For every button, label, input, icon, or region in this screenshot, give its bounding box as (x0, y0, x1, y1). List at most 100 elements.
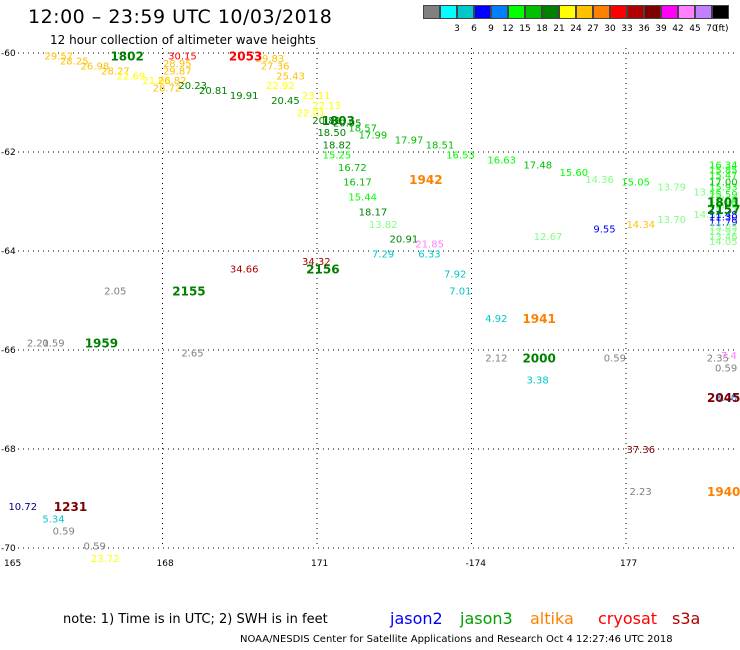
wave-height-label: 34.32 (302, 257, 331, 268)
wave-height-label: 13.05 (709, 222, 738, 233)
wave-height-label: 4.92 (485, 314, 507, 325)
wave-height-label: 11.48 (709, 210, 738, 221)
wave-height-label: 11.79 (709, 217, 738, 228)
y-tick-label: -64 (1, 247, 16, 257)
scale-swatch (457, 5, 474, 19)
wave-height-label: 12.67 (534, 232, 563, 243)
scale-label: 27 (587, 24, 599, 34)
wave-height-label: 14.37 (709, 205, 738, 216)
wave-height-label: 30.15 (168, 51, 197, 62)
axis-ticks: 165 168 171 -174 177 -60 -62 -64 -66 -68 -70 (1, 49, 637, 569)
scale-swatch (508, 5, 525, 19)
pass-time-label: 2156 (306, 262, 339, 276)
x-tick-label: -174 (466, 559, 487, 569)
wave-height-label: 20.95 (333, 118, 362, 129)
wave-height-label: 28.27 (101, 66, 130, 77)
wave-height-label: 6.33 (418, 249, 440, 260)
scale-label: 70 (706, 24, 718, 34)
wave-height-label: 13.45 (693, 188, 722, 199)
wave-height-label: 25.43 (276, 71, 305, 82)
scale-label: 24 (570, 24, 582, 34)
wave-height-label: 34.66 (230, 264, 259, 275)
wave-height-label: 17.48 (523, 160, 552, 171)
wave-height-label: 15.85 (709, 165, 738, 176)
wave-height-label: 22.69 (117, 71, 146, 82)
pass-time-label: 1231 (54, 500, 87, 514)
scale-swatch (423, 5, 440, 19)
wave-height-label: 20.81 (312, 116, 341, 127)
wave-height-label: 13.46 (709, 232, 738, 243)
pass-time-label: 1940 (707, 485, 740, 499)
wave-height-label: 15.44 (348, 193, 377, 204)
scale-label: 33 (621, 24, 633, 34)
map-subtitle: 12 hour collection of altimeter wave hei… (50, 33, 316, 47)
wave-height-label: 13.82 (369, 220, 398, 231)
wave-height-label: 29.57 (45, 51, 74, 62)
wave-height-label: 13.79 (657, 183, 686, 194)
wave-height-label: 20.23 (178, 81, 207, 92)
wave-height-label: 21.85 (415, 240, 444, 251)
wave-height-label: 0.59 (715, 363, 737, 374)
wave-height-label: 3.38 (526, 376, 548, 387)
wave-height-label: 7.29 (372, 249, 394, 260)
wave-height-label: 0.59 (53, 527, 75, 538)
wave-height-label: 17.99 (359, 131, 388, 142)
wave-height-label: 20.45 (271, 96, 300, 107)
pass-time-label: 1942 (409, 173, 442, 187)
wave-height-label: 28.95 (163, 59, 192, 70)
wave-height-label: 16.17 (343, 178, 372, 189)
wave-height-labels: 29.5728.2526.9828.2722.6921.6228.7226.82… (8, 49, 740, 564)
wave-height-label: 15.25 (323, 150, 352, 161)
wave-height-label: 18.50 (317, 128, 346, 139)
scale-swatch (593, 5, 610, 19)
pass-time-label: 2045 (707, 391, 740, 405)
map-title: 12:00 – 23:59 UTC 10/03/2018 (28, 6, 333, 28)
scale-swatch (491, 5, 508, 19)
scale-unit: (ft) (715, 24, 729, 34)
wave-height-label: 10.72 (8, 502, 37, 513)
wave-height-label: 18.17 (359, 207, 388, 218)
wave-height-label: 2.12 (485, 353, 507, 364)
wave-height-label: 2.21 (27, 339, 49, 350)
pass-time-label: 1959 (85, 337, 118, 351)
wave-height-label: 7.92 (444, 269, 466, 280)
pass-time-label: 1801 (707, 196, 740, 210)
wave-height-label: 13.70 (657, 215, 686, 226)
scale-swatch (576, 5, 593, 19)
wave-height-label: 18.51 (426, 141, 455, 152)
scale-label: 21 (553, 24, 565, 34)
wave-height-label: 2.65 (181, 348, 203, 359)
wave-height-label: 15.05 (621, 178, 650, 189)
pass-time-label: 1941 (522, 312, 555, 326)
wave-height-label: 15.59 (709, 190, 738, 201)
wave-height-label: 23.11 (302, 91, 331, 102)
wave-height-label: 11.30 (709, 212, 738, 223)
wave-height-label: 19.91 (230, 91, 259, 102)
wave-height-label: 20.91 (390, 235, 419, 246)
scale-swatch (661, 5, 678, 19)
wave-height-label: 0.59 (604, 353, 626, 364)
wave-height-label: 29.87 (163, 66, 192, 77)
wave-height-label: 14.30 (693, 210, 722, 221)
pass-time-label: 2053 (229, 49, 262, 63)
wave-height-label: 9.55 (593, 225, 615, 236)
scale-label: 12 (502, 24, 514, 34)
scale-swatch (712, 5, 729, 19)
y-tick-label: -62 (1, 148, 16, 158)
map-grid (18, 48, 738, 549)
wave-height-label: 29.83 (256, 54, 285, 65)
footer-note: note: 1) Time is in UTC; 2) SWH is in fe… (63, 612, 328, 627)
wave-height-label: 28.25 (60, 56, 89, 67)
wave-height-label: 26.98 (81, 61, 110, 72)
wave-height-label: 15.93 (709, 183, 738, 194)
wave-height-label: 14.34 (626, 220, 655, 231)
wave-height-label: 18.82 (323, 141, 352, 152)
scale-swatch (542, 5, 559, 19)
wave-height-label: 15.60 (560, 168, 589, 179)
pass-time-label: 2000 (522, 351, 555, 365)
scale-label: 42 (672, 24, 684, 34)
wave-height-label: 14.05 (709, 237, 738, 248)
mission-s3a: s3a (672, 609, 701, 628)
mission-cryosat: cryosat (598, 609, 658, 628)
